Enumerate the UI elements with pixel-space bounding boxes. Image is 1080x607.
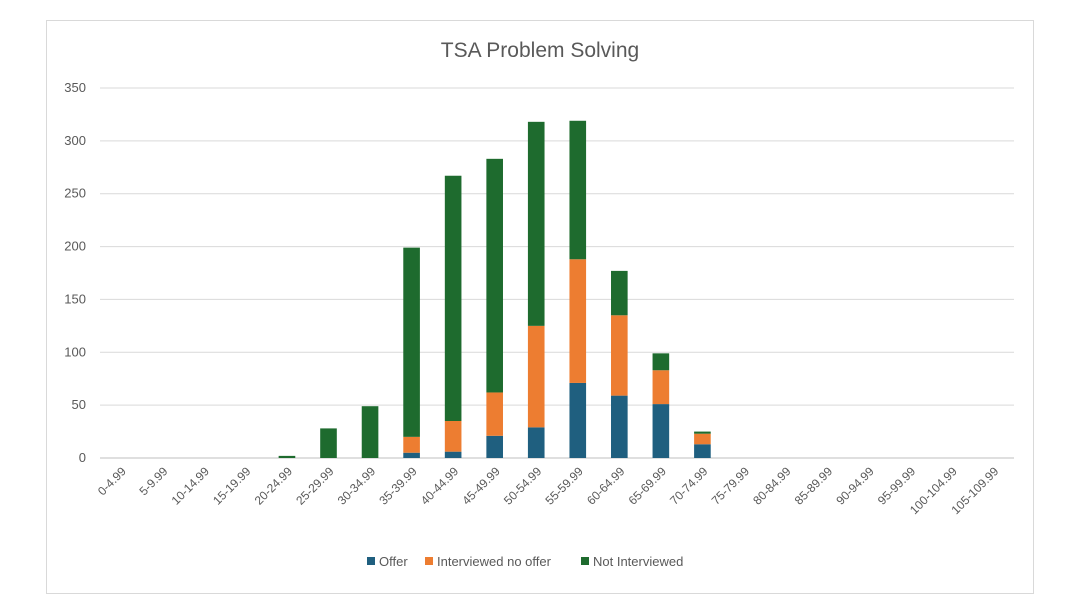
y-tick-label: 300 [64, 133, 86, 148]
x-tick-label: 70-74.99 [667, 464, 711, 508]
bar-interviewed-no-offer [444, 421, 462, 452]
bar-not-interviewed [278, 455, 296, 458]
bar-not-interviewed [444, 175, 462, 421]
bar-interviewed-no-offer [611, 315, 628, 396]
x-tick-label: 80-84.99 [750, 464, 794, 508]
bar-not-interviewed [320, 428, 337, 458]
bar-interviewed-no-offer [694, 433, 711, 445]
y-tick-label: 350 [64, 80, 86, 95]
gridlines [100, 87, 1014, 459]
x-tick-label: 5-9.99 [136, 464, 170, 498]
x-tick-label: 0-4.99 [95, 464, 129, 498]
bar-interviewed-no-offer [486, 392, 503, 436]
legend: Offer Interviewed no offer Not Interviewed [367, 554, 683, 569]
bar-offer [403, 452, 420, 458]
bar-not-interviewed [403, 247, 420, 437]
legend-swatch [425, 557, 433, 565]
bar-not-interviewed [486, 158, 503, 393]
x-tick-label: 25-29.99 [293, 464, 337, 508]
y-axis: 0 50 100 150 200 250 300 350 [64, 80, 86, 465]
y-tick-label: 250 [64, 186, 86, 201]
bar-offer [569, 382, 587, 458]
y-tick-label: 100 [64, 344, 86, 359]
bar-interviewed-no-offer [652, 370, 670, 405]
y-tick-label: 200 [64, 239, 86, 254]
x-tick-label: 35-39.99 [376, 464, 420, 508]
x-tick-label: 55-59.99 [542, 464, 586, 508]
x-tick-label: 15-19.99 [210, 464, 254, 508]
x-tick-label: 45-49.99 [459, 464, 503, 508]
bar-not-interviewed [527, 121, 545, 326]
x-tick-label: 30-34.99 [335, 464, 379, 508]
bars [278, 120, 711, 458]
x-tick-label: 75-79.99 [709, 464, 753, 508]
x-tick-label: 50-54.99 [501, 464, 545, 508]
legend-swatch [581, 557, 589, 565]
bar-offer [444, 451, 462, 458]
x-tick-label: 85-89.99 [792, 464, 836, 508]
legend-label: Interviewed no offer [437, 554, 552, 569]
bar-offer [694, 444, 711, 458]
legend-swatch [367, 557, 375, 565]
bar-not-interviewed [694, 431, 711, 434]
chart-title: TSA Problem Solving [441, 39, 639, 62]
bar-offer [652, 404, 670, 458]
x-tick-label: 65-69.99 [626, 464, 670, 508]
bar-offer [527, 427, 545, 458]
legend-label: Not Interviewed [593, 554, 683, 569]
bar-offer [486, 435, 503, 458]
x-tick-label: 60-64.99 [584, 464, 628, 508]
y-tick-label: 50 [72, 397, 86, 412]
bar-interviewed-no-offer [527, 325, 545, 428]
bar-interviewed-no-offer [569, 259, 587, 383]
x-tick-label: 40-44.99 [418, 464, 462, 508]
bar-offer [611, 395, 628, 458]
x-tick-label: 20-24.99 [252, 464, 296, 508]
x-axis: 0-4.99 5-9.9910-14.9915-19.9920-24.9925-2… [95, 464, 1002, 517]
y-tick-label: 0 [79, 450, 86, 465]
x-tick-label: 10-14.99 [169, 464, 213, 508]
bar-not-interviewed [652, 353, 670, 371]
x-tick-label: 90-94.99 [833, 464, 877, 508]
legend-label: Offer [379, 554, 408, 569]
bar-interviewed-no-offer [403, 436, 420, 453]
bar-not-interviewed [361, 406, 379, 458]
y-tick-label: 150 [64, 291, 86, 306]
bar-not-interviewed [569, 120, 587, 260]
bar-not-interviewed [611, 270, 628, 316]
